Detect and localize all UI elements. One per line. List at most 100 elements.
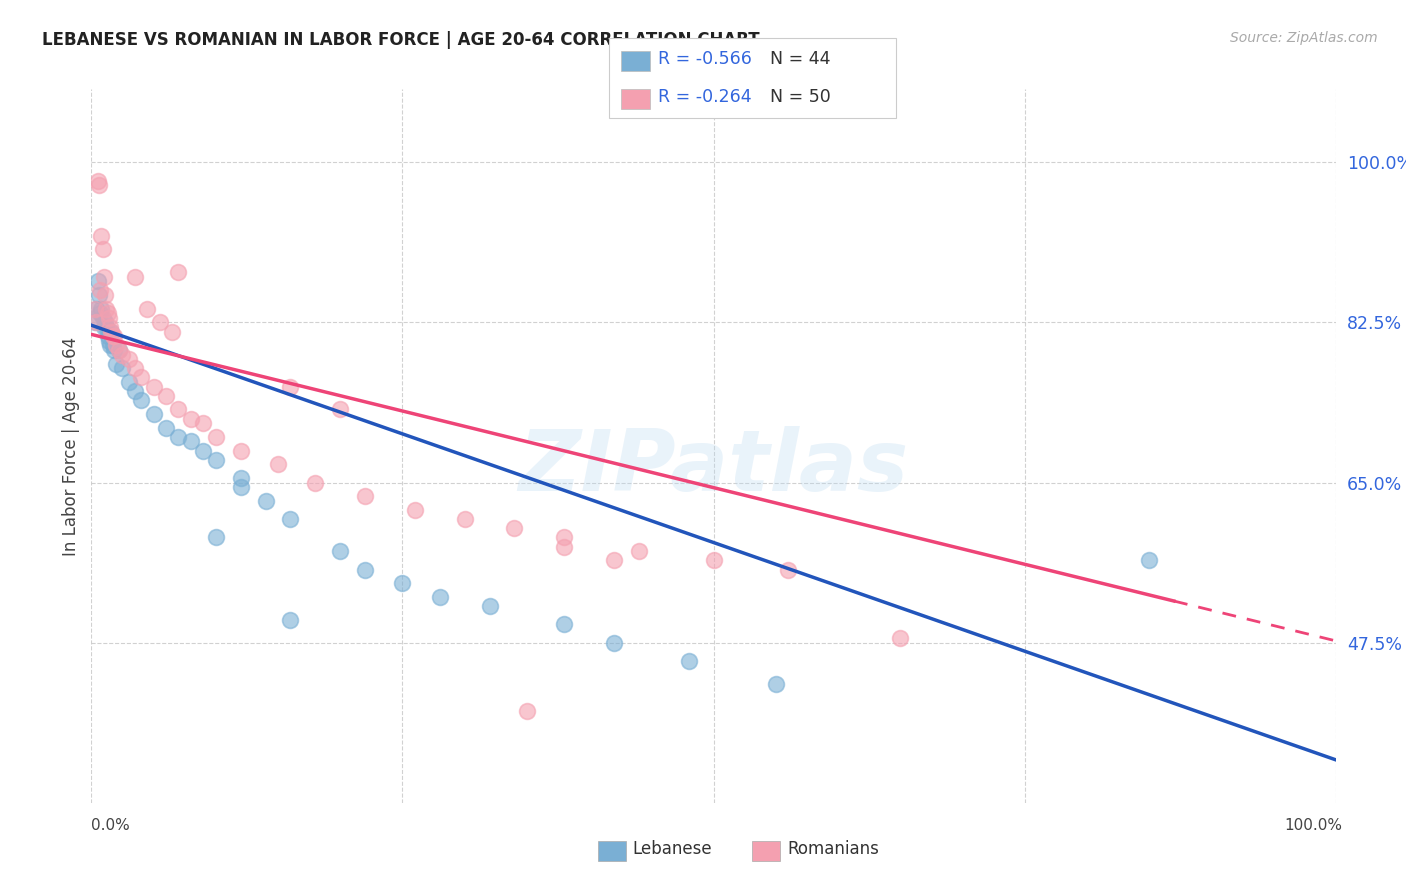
Text: R = -0.566: R = -0.566 <box>658 50 752 68</box>
Point <box>93 320 115 334</box>
Point <box>478 599 501 613</box>
Point <box>98 320 121 334</box>
Point <box>94 288 117 302</box>
Point <box>107 343 129 357</box>
Point <box>516 704 538 718</box>
Point <box>329 544 352 558</box>
Point <box>111 347 134 361</box>
Point <box>86 316 108 330</box>
Point <box>193 443 215 458</box>
Text: N = 44: N = 44 <box>770 50 831 68</box>
Point <box>205 531 228 545</box>
Point <box>97 329 120 343</box>
Point <box>627 544 650 558</box>
Point <box>111 361 134 376</box>
Point <box>98 338 121 352</box>
Point <box>91 310 114 325</box>
Point <box>103 343 125 357</box>
Text: ZIPatlas: ZIPatlas <box>519 425 908 509</box>
Point <box>503 521 526 535</box>
Point <box>101 338 124 352</box>
Point <box>124 269 146 284</box>
Point <box>124 361 146 376</box>
Point <box>553 540 575 554</box>
Point <box>453 512 475 526</box>
Point <box>155 420 177 434</box>
Point <box>155 389 177 403</box>
Point <box>229 471 252 485</box>
Point <box>97 334 120 348</box>
Point <box>603 553 626 567</box>
Point <box>678 654 700 668</box>
Point <box>129 370 152 384</box>
Point <box>167 402 190 417</box>
Point <box>167 430 190 444</box>
Point <box>107 343 129 357</box>
Point <box>87 178 110 193</box>
Point <box>142 407 165 421</box>
Point <box>97 310 120 325</box>
Point <box>280 512 302 526</box>
Point <box>86 274 108 288</box>
Point <box>280 379 302 393</box>
Point <box>87 288 110 302</box>
Point <box>103 329 125 343</box>
Text: LEBANESE VS ROMANIAN IN LABOR FORCE | AGE 20-64 CORRELATION CHART: LEBANESE VS ROMANIAN IN LABOR FORCE | AG… <box>42 31 759 49</box>
Point <box>94 316 117 330</box>
Point <box>105 357 128 371</box>
Point <box>254 494 277 508</box>
Text: N = 50: N = 50 <box>770 88 831 106</box>
Point <box>136 301 159 316</box>
Point <box>603 636 626 650</box>
Point <box>229 480 252 494</box>
Point <box>129 393 152 408</box>
Point <box>553 617 575 632</box>
Point <box>100 325 122 339</box>
Point <box>429 590 451 604</box>
Point <box>329 402 352 417</box>
Point <box>118 352 141 367</box>
Point <box>280 613 302 627</box>
Point <box>89 284 111 298</box>
Point <box>229 443 252 458</box>
Point <box>267 458 290 472</box>
Point <box>162 325 184 339</box>
Point <box>404 503 426 517</box>
Text: R = -0.264: R = -0.264 <box>658 88 752 106</box>
Point <box>180 434 202 449</box>
Point <box>118 375 141 389</box>
Point <box>91 242 114 256</box>
Y-axis label: In Labor Force | Age 20-64: In Labor Force | Age 20-64 <box>62 336 80 556</box>
Point <box>391 576 413 591</box>
Point <box>149 316 172 330</box>
Point <box>205 430 228 444</box>
Point <box>96 320 118 334</box>
Point <box>101 329 124 343</box>
Text: 100.0%: 100.0% <box>1285 818 1343 832</box>
Point <box>765 677 787 691</box>
Point <box>180 411 202 425</box>
Point <box>84 316 107 330</box>
Text: Lebanese: Lebanese <box>633 840 713 858</box>
Point <box>93 269 115 284</box>
Point <box>354 489 377 503</box>
Text: Romanians: Romanians <box>787 840 879 858</box>
Point <box>124 384 146 398</box>
Point <box>778 562 800 576</box>
Point <box>193 416 215 430</box>
Point <box>1137 553 1160 567</box>
Point <box>90 301 112 316</box>
Point <box>205 452 228 467</box>
Point <box>89 306 111 320</box>
Point <box>100 325 122 339</box>
Point <box>105 338 128 352</box>
Point <box>86 301 108 316</box>
Point <box>889 631 911 645</box>
Point <box>702 553 725 567</box>
Point <box>84 301 107 316</box>
Text: Source: ZipAtlas.com: Source: ZipAtlas.com <box>1230 31 1378 45</box>
Text: 0.0%: 0.0% <box>91 818 131 832</box>
Point <box>304 475 326 490</box>
Point <box>90 228 112 243</box>
Point <box>167 265 190 279</box>
